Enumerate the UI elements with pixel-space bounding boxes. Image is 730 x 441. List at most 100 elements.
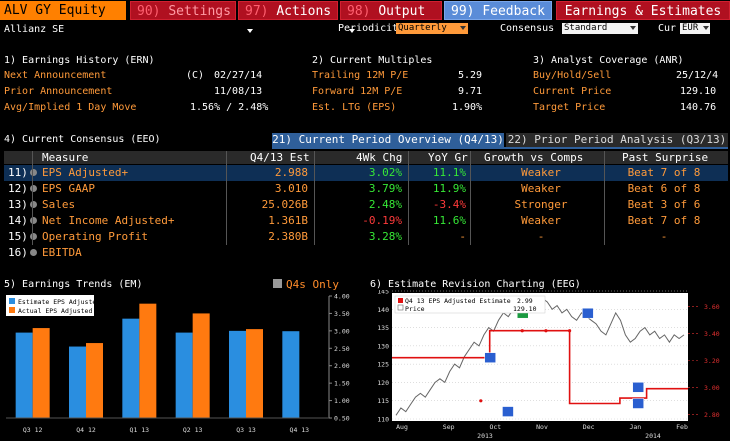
em-title[interactable]: 5) Earnings Trends (EM) xyxy=(4,279,143,290)
row-surprise: Beat 7 of 8 xyxy=(627,214,701,227)
row-growth: Stronger xyxy=(514,198,568,211)
actions-dropdown-icon xyxy=(247,28,253,33)
legend-swatch-actual xyxy=(9,307,15,313)
page-title: Earnings & Estimates xyxy=(556,1,730,20)
year-label: 2014 xyxy=(645,432,661,440)
estimate-bar[interactable] xyxy=(282,331,300,418)
tab-current-period[interactable]: 21) Current Period Overview (Q4/13) xyxy=(272,133,504,147)
actual-bar[interactable] xyxy=(32,328,50,418)
x-tick-label: Nov xyxy=(536,423,548,431)
currency-select[interactable]: EUR xyxy=(680,23,710,34)
q4s-only-checkbox[interactable] xyxy=(273,279,282,288)
estimate-bar[interactable] xyxy=(122,318,140,418)
legend-price: Price xyxy=(405,305,425,313)
table-row[interactable]: 11) EPS Adjusted+ 2.988 3.02% 11.1% Weaker Bea… xyxy=(4,165,728,181)
settings-num: 90) xyxy=(137,4,161,19)
legend-estimate: Estimate EPS Adjusted xyxy=(18,298,100,306)
revision-marker-icon[interactable] xyxy=(632,382,644,393)
output-button[interactable]: 98) Output xyxy=(340,1,442,33)
actual-bar[interactable] xyxy=(246,329,263,418)
em-bars xyxy=(15,303,300,418)
right-tick-label: 3.20 xyxy=(704,357,720,365)
left-tick-label: 125 xyxy=(377,361,389,369)
left-tick-label: 115 xyxy=(377,397,389,405)
periodicity-dropdown-icon xyxy=(460,26,466,30)
row-growth: Weaker xyxy=(521,166,561,179)
consensus-select[interactable]: Standard xyxy=(562,23,638,34)
table-row[interactable]: 14) Net Income Adjusted+ 1.361B -0.19% 11.6%… xyxy=(4,213,728,229)
y-tick-label: 1.00 xyxy=(334,397,350,405)
col-estimate: Q4/13 Est xyxy=(250,151,310,164)
actions-button[interactable]: 97) Actions xyxy=(238,1,338,33)
revision-marker-icon[interactable] xyxy=(484,352,496,363)
table-row[interactable]: 16) EBITDA xyxy=(4,245,728,261)
ern-title[interactable]: 1) Earnings History (ERN) xyxy=(4,55,155,66)
eeg-title[interactable]: 6) Estimate Revision Charting (EEG) xyxy=(370,279,581,290)
row-yoy: - xyxy=(459,230,466,243)
x-tick-label: Q3 12 xyxy=(23,426,43,434)
x-tick-label: Dec xyxy=(583,423,595,431)
x-tick-label: Q4 12 xyxy=(76,426,96,434)
tab-underline xyxy=(272,147,728,149)
row-4wk-change: -0.19% xyxy=(362,214,402,227)
current-price-value: 129.10 xyxy=(680,86,717,97)
revision-marker-icon[interactable] xyxy=(582,307,594,319)
year-label: 2013 xyxy=(477,432,493,440)
anr-title[interactable]: 3) Analyst Coverage (ANR) xyxy=(533,55,684,66)
eeg-left-axis: 110 115 120 125 130 135 140 145 xyxy=(377,290,389,424)
table-row[interactable]: 13) Sales 25.026B 2.48% -3.4% Stronger Beat 3 … xyxy=(4,197,728,213)
trailing-pe-label: Trailing 12M P/E xyxy=(312,70,409,81)
company-name: Allianz SE xyxy=(4,24,65,35)
revision-marker-icon[interactable] xyxy=(632,398,644,409)
actual-bar[interactable] xyxy=(86,343,103,418)
row-surprise: Beat 7 of 8 xyxy=(627,166,701,179)
row-surprise: - xyxy=(660,230,668,243)
estimate-bar[interactable] xyxy=(229,330,246,418)
row-yoy: 11.1% xyxy=(432,166,466,179)
actual-bar[interactable] xyxy=(139,303,157,418)
col-4wk-change: 4Wk Chg xyxy=(356,151,403,164)
consensus-title[interactable]: 4) Current Consensus (EEO) xyxy=(4,134,161,145)
row-measure: EBITDA xyxy=(42,246,82,259)
periodicity-value: Quarterly xyxy=(398,23,447,33)
consensus-dropdown-icon xyxy=(630,26,636,30)
col-separator xyxy=(32,151,33,245)
row-number: 13) xyxy=(8,198,28,211)
actual-bar[interactable] xyxy=(192,313,210,418)
x-tick-label: Jan xyxy=(629,423,641,431)
estimate-bar[interactable] xyxy=(175,332,193,418)
table-row[interactable]: 15) Operating Profit 2.380B 3.28% - - - xyxy=(4,229,728,245)
q4s-only-label: Q4s Only xyxy=(286,278,339,291)
row-measure: EPS GAAP xyxy=(42,182,95,195)
col-yoy: YoY Gr xyxy=(428,151,468,164)
consensus-table-header: Measure Q4/13 Est 4Wk Chg YoY Gr Growth … xyxy=(4,151,728,164)
estimate-bar[interactable] xyxy=(15,332,33,418)
row-measure: Sales xyxy=(42,198,76,211)
revision-marker-icon[interactable] xyxy=(502,406,514,417)
revision-dot xyxy=(568,329,572,333)
row-yoy: 11.9% xyxy=(432,182,466,195)
estimate-bar[interactable] xyxy=(69,346,86,418)
output-label: Output xyxy=(378,4,426,19)
row-estimate: 3.010 xyxy=(274,182,308,195)
legend-swatch-estimate xyxy=(9,298,15,304)
revision-dot xyxy=(544,329,548,333)
eeg-x-axis: Aug Sep Oct Nov Dec Jan Feb 2013 2014 xyxy=(396,423,688,440)
settings-label: Settings xyxy=(168,4,231,19)
feedback-button[interactable]: 99) Feedback xyxy=(444,1,552,20)
currency-label: Cur xyxy=(658,23,677,34)
row-surprise: Beat 6 of 8 xyxy=(627,182,701,195)
eeg-legend xyxy=(394,295,546,314)
tab-prior-period[interactable]: 22) Prior Period Analysis (Q3/13) xyxy=(506,133,728,147)
settings-button[interactable]: 90) Settings xyxy=(130,1,236,20)
periodicity-select[interactable]: Quarterly xyxy=(396,23,468,34)
periodicity-label: Periodicity xyxy=(338,23,405,34)
row-dot-icon xyxy=(30,249,37,256)
right-tick-label: 3.00 xyxy=(704,384,720,392)
left-tick-label: 140 xyxy=(377,306,389,314)
row-surprise: Beat 3 of 6 xyxy=(627,198,701,211)
table-row[interactable]: 12) EPS GAAP 3.010 3.79% 11.9% Weaker Beat 6 o… xyxy=(4,181,728,197)
feedback-label: Feedback xyxy=(482,4,545,19)
ticker-field[interactable]: ALV GY Equity xyxy=(0,1,126,20)
col-separator xyxy=(408,151,409,245)
